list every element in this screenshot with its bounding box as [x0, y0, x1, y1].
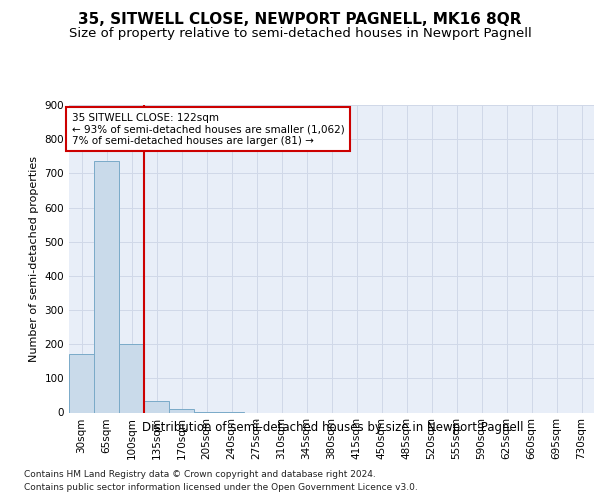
Bar	[144, 400, 169, 412]
Text: Size of property relative to semi-detached houses in Newport Pagnell: Size of property relative to semi-detach…	[68, 28, 532, 40]
Text: Contains public sector information licensed under the Open Government Licence v3: Contains public sector information licen…	[24, 482, 418, 492]
Text: 35 SITWELL CLOSE: 122sqm
← 93% of semi-detached houses are smaller (1,062)
7% of: 35 SITWELL CLOSE: 122sqm ← 93% of semi-d…	[71, 112, 344, 146]
Bar	[69, 354, 94, 412]
Bar	[94, 162, 119, 412]
Bar	[169, 409, 194, 412]
Text: Distribution of semi-detached houses by size in Newport Pagnell: Distribution of semi-detached houses by …	[142, 421, 524, 434]
Text: 35, SITWELL CLOSE, NEWPORT PAGNELL, MK16 8QR: 35, SITWELL CLOSE, NEWPORT PAGNELL, MK16…	[78, 12, 522, 28]
Text: Contains HM Land Registry data © Crown copyright and database right 2024.: Contains HM Land Registry data © Crown c…	[24, 470, 376, 479]
Y-axis label: Number of semi-detached properties: Number of semi-detached properties	[29, 156, 39, 362]
Bar	[119, 344, 144, 412]
